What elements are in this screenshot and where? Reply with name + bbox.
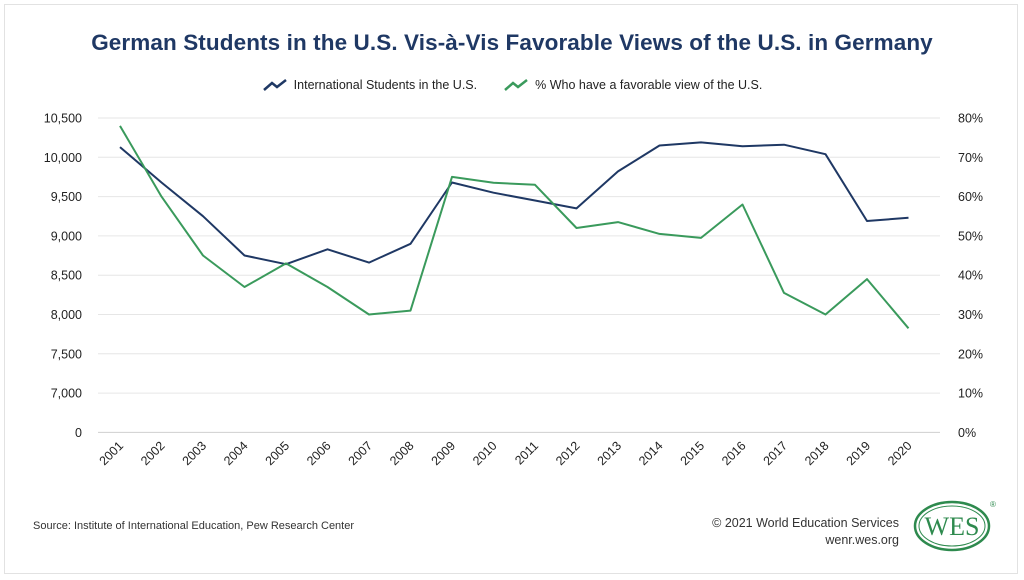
x-tick-label: 2017: [761, 439, 791, 469]
x-tick-label: 2016: [719, 439, 749, 469]
x-tick-label: 2008: [387, 439, 417, 469]
left-tick-label: 9,000: [51, 229, 82, 243]
right-tick-label: 70%: [958, 151, 983, 165]
x-tick-label: 2010: [470, 439, 500, 469]
series-line-favorable: [119, 125, 910, 329]
website-text: wenr.wes.org: [825, 533, 899, 547]
left-tick-label: 10,500: [44, 112, 82, 126]
x-tick-label: 2015: [678, 439, 708, 469]
legend-line-icon-students: [262, 79, 287, 91]
x-tick-label: 2006: [304, 439, 334, 469]
legend-label-favorable: % Who have a favorable view of the U.S.: [535, 78, 763, 92]
x-tick-label: 2002: [138, 439, 168, 469]
x-tick-label: 2001: [97, 439, 127, 469]
right-tick-label: 40%: [958, 269, 983, 283]
x-axis: 2001 2002 2003 2004 2005 2006 2007 2008 2009 2010…: [97, 439, 915, 469]
wes-logo: WES ®: [913, 500, 996, 552]
right-tick-label: 80%: [958, 112, 983, 126]
logo-text: WES: [925, 512, 980, 541]
right-tick-label: 50%: [958, 229, 983, 243]
x-tick-label: 2009: [429, 439, 459, 469]
source-note: Source: Institute of International Educa…: [33, 520, 355, 532]
right-tick-label: 0%: [958, 426, 976, 440]
right-tick-label: 60%: [958, 190, 983, 204]
left-tick-label: 7,000: [51, 387, 82, 401]
legend-item-favorable: % Who have a favorable view of the U.S.: [503, 78, 762, 92]
left-tick-label: 0: [75, 426, 82, 440]
x-tick-label: 2011: [512, 439, 541, 468]
right-tick-label: 20%: [958, 347, 983, 361]
x-tick-label: 2020: [885, 439, 915, 469]
line-chart: 0 7,000 7,500 8,000 8,500 9,000 9,500 10,000 10,…: [44, 112, 983, 469]
left-tick-label: 10,000: [44, 151, 82, 165]
left-tick-label: 8,000: [51, 308, 82, 322]
legend-item-students: International Students in the U.S.: [262, 78, 477, 92]
series-line-students: [119, 141, 909, 266]
copyright-text: © 2021 World Education Services: [712, 516, 899, 530]
x-tick-label: 2005: [263, 439, 293, 469]
x-tick-label: 2019: [844, 439, 874, 469]
x-tick-label: 2018: [802, 439, 832, 469]
right-axis: 0% 10% 20% 30% 40% 50% 60% 70% 80%: [958, 112, 983, 440]
left-tick-label: 8,500: [51, 269, 82, 283]
x-tick-label: 2012: [553, 439, 583, 469]
logo-registered-mark: ®: [990, 500, 996, 509]
copyright-block: © 2021 World Education Services wenr.wes…: [712, 515, 899, 549]
left-axis: 0 7,000 7,500 8,000 8,500 9,000 9,500 10,000 10,…: [44, 112, 82, 440]
chart-legend: International Students in the U.S. % Who…: [0, 78, 1024, 92]
chart-frame: [4, 4, 1018, 574]
left-tick-label: 9,500: [51, 190, 82, 204]
chart-title: German Students in the U.S. Vis-à-Vis Fa…: [91, 30, 933, 55]
x-tick-label: 2007: [346, 439, 376, 469]
x-tick-label: 2003: [180, 439, 210, 469]
series-lines: [119, 125, 910, 329]
x-tick-label: 2004: [221, 439, 251, 469]
right-tick-label: 30%: [958, 308, 983, 322]
legend-line-icon-favorable: [504, 79, 528, 91]
x-tick-label: 2014: [636, 439, 666, 469]
left-tick-label: 7,500: [51, 347, 82, 361]
legend-label-students: International Students in the U.S.: [293, 78, 478, 92]
x-tick-label: 2013: [595, 439, 625, 469]
grid-lines: [98, 117, 940, 433]
right-tick-label: 10%: [958, 387, 983, 401]
